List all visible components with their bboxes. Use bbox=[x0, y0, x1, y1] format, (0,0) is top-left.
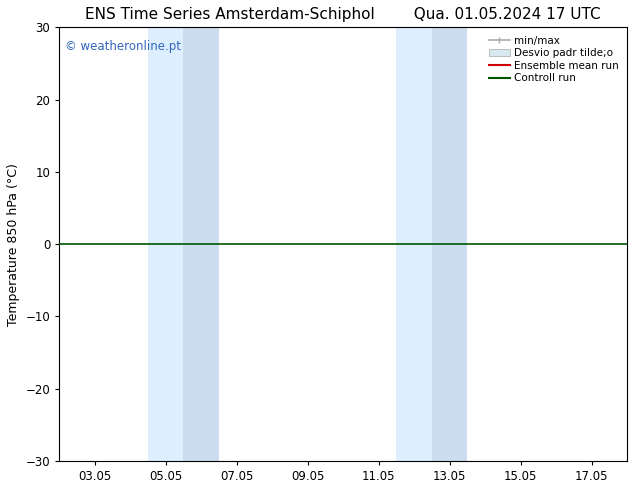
Bar bbox=[396, 27, 432, 461]
Text: © weatheronline.pt: © weatheronline.pt bbox=[65, 40, 181, 53]
Legend: min/max, Desvio padr tilde;o, Ensemble mean run, Controll run: min/max, Desvio padr tilde;o, Ensemble m… bbox=[486, 32, 622, 87]
Bar bbox=[148, 27, 183, 461]
Bar bbox=[183, 27, 219, 461]
Title: ENS Time Series Amsterdam-Schiphol        Qua. 01.05.2024 17 UTC: ENS Time Series Amsterdam-Schiphol Qua. … bbox=[86, 7, 601, 22]
Bar bbox=[432, 27, 467, 461]
Y-axis label: Temperature 850 hPa (°C): Temperature 850 hPa (°C) bbox=[7, 163, 20, 325]
